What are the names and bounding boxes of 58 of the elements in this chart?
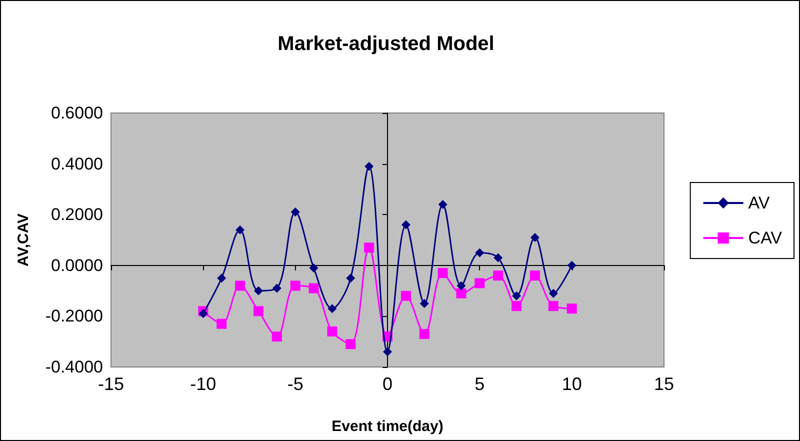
point [512,301,522,312]
y-tick-label: 0.2000 [51,205,103,224]
legend-label: AV [748,194,770,212]
x-tick-label: -15 [98,374,124,394]
x-tick-label: 0 [382,374,393,394]
y-tick-label: 0.0000 [51,256,103,275]
y-axis-title: AV,CAV [15,213,32,267]
point [327,326,338,336]
y-tick-label: 0.4000 [51,154,103,174]
point [346,339,356,350]
point [566,304,577,314]
y-tick-label: 0.6000 [51,104,103,122]
point [401,220,410,230]
x-tick-label: -5 [287,374,304,394]
point [494,253,503,262]
point [198,309,208,318]
legend-label: CAV [748,228,783,248]
point [272,332,282,342]
point [456,288,466,298]
point [364,162,374,171]
x-axis-title: Event time(day) [332,418,444,435]
x-tick-label: 15 [654,374,674,394]
point [236,225,245,234]
point [419,328,430,339]
point [216,318,227,329]
point [567,260,576,270]
point [420,299,429,308]
point [512,291,522,300]
point [548,288,558,298]
point [475,248,484,258]
point [346,274,356,283]
point [308,283,319,294]
point [253,306,264,316]
point [438,268,448,278]
x-tick-label: -10 [190,374,216,394]
point [548,301,558,312]
point [474,278,485,288]
x-tick-label: 5 [474,374,485,394]
chart-title: Market-adjusted Model [278,33,494,55]
x-tick-label: 10 [562,374,582,394]
y-tick-label: -0.4000 [45,358,103,376]
point [272,284,282,293]
point [530,232,540,242]
point [400,290,411,301]
point [217,274,226,283]
point [383,347,392,356]
point [290,208,300,217]
point [254,286,263,296]
point [235,280,246,291]
y-tick-label: -0.2000 [45,306,103,326]
point [438,200,448,209]
point [309,263,318,272]
point [328,304,337,314]
point [364,242,374,253]
point [493,270,504,281]
point [456,281,466,290]
point [530,270,540,281]
point [290,280,300,291]
